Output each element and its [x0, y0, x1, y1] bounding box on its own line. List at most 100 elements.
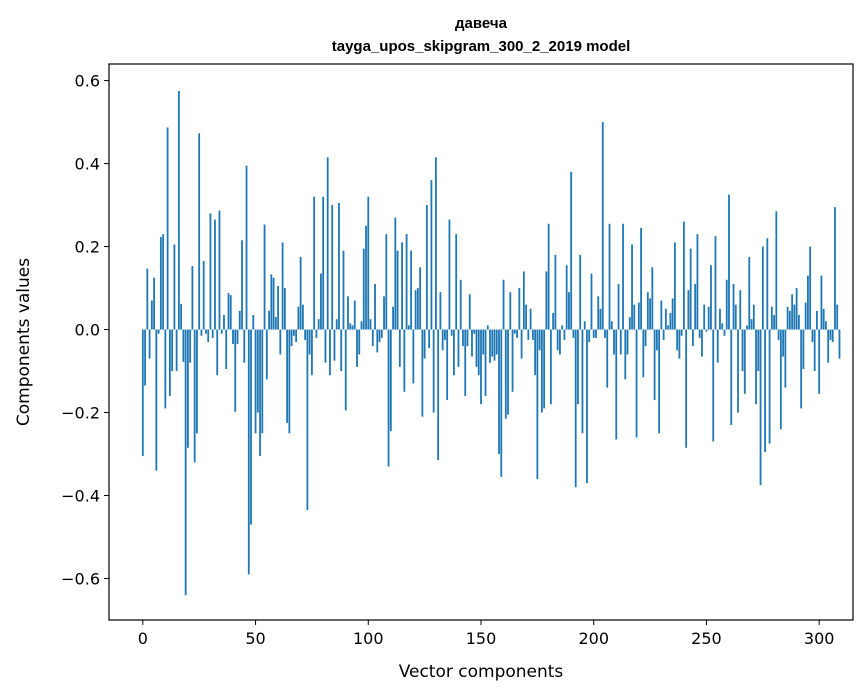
bar-31	[211, 329, 214, 338]
bar-48	[250, 329, 252, 525]
x-axis: 0 50 100 150 200 250 300	[138, 620, 834, 648]
bar-133	[441, 329, 444, 351]
bar-194	[579, 254, 582, 330]
bar-71	[301, 304, 304, 330]
bar-144	[466, 329, 469, 347]
bar-279	[770, 306, 773, 330]
bar-183	[554, 254, 557, 330]
bar-93	[351, 325, 354, 330]
bar-167	[518, 288, 521, 330]
bar-92	[349, 323, 352, 330]
x-tick-label: 250	[691, 629, 722, 648]
bar-115	[401, 242, 403, 330]
bar-13	[171, 329, 174, 372]
bar-246	[696, 234, 699, 330]
bar-205	[604, 329, 606, 338]
bar-281	[775, 211, 778, 330]
bar-230	[660, 300, 663, 330]
bar-172	[529, 308, 532, 330]
bar-261	[730, 329, 733, 425]
bar-146	[471, 329, 473, 357]
bar-110	[389, 329, 392, 432]
y-tick-label: −0.2	[61, 404, 100, 423]
bar-240	[683, 221, 685, 330]
bar-137	[450, 329, 453, 336]
bar-182	[552, 312, 555, 330]
y-tick-label: 0.2	[75, 238, 100, 257]
bar-238	[678, 329, 681, 359]
bar-102	[371, 329, 374, 347]
bar-226	[651, 267, 654, 330]
bar-184	[556, 329, 559, 351]
bar-283	[779, 329, 782, 430]
bar-143	[464, 329, 467, 396]
bar-151	[482, 329, 485, 355]
bar-305	[829, 329, 832, 340]
bar-74	[308, 329, 311, 355]
bar-218	[633, 304, 636, 330]
bar-162	[507, 329, 509, 415]
bar-95	[356, 329, 358, 367]
bar-8	[159, 237, 162, 330]
bar-264	[737, 329, 739, 413]
bar-19	[184, 329, 187, 596]
bar-111	[392, 306, 394, 330]
y-tick-label: 0.6	[75, 72, 100, 91]
bar-199	[590, 273, 593, 330]
bar-286	[786, 306, 789, 330]
bar-158	[498, 329, 500, 455]
bar-269	[748, 256, 751, 330]
bar-213	[622, 223, 624, 330]
bar-108	[385, 234, 388, 330]
bar-113	[396, 250, 399, 330]
bar-225	[649, 298, 651, 330]
bar-188	[565, 265, 568, 330]
bar-284	[782, 329, 785, 357]
bar-121	[414, 290, 417, 330]
bar-299	[816, 310, 818, 330]
bar-244	[692, 329, 694, 347]
bar-296	[809, 246, 812, 330]
bar-206	[606, 329, 609, 388]
bar-105	[378, 329, 381, 342]
bar-275	[761, 246, 764, 330]
bar-20	[187, 329, 189, 448]
bar-117	[405, 234, 408, 330]
bar-94	[353, 300, 356, 330]
bar-156	[493, 329, 496, 361]
bar-131	[437, 329, 440, 461]
bar-77	[315, 329, 318, 338]
bar-189	[568, 292, 570, 330]
bar-127	[428, 329, 431, 349]
bar-268	[746, 325, 748, 330]
bar-242	[687, 290, 690, 330]
bar-67	[292, 329, 295, 336]
bar-201	[595, 329, 597, 338]
bar-288	[791, 294, 794, 330]
bar-252	[710, 265, 712, 330]
bar-257	[721, 323, 724, 330]
bar-203	[599, 308, 602, 330]
bar-14	[173, 244, 176, 330]
bar-149	[477, 329, 480, 376]
bar-52	[259, 329, 261, 457]
bar-145	[468, 294, 471, 330]
bar-210	[615, 329, 618, 440]
bar-34	[218, 210, 221, 330]
chart-title: давеча	[455, 15, 508, 32]
bar-214	[624, 329, 627, 380]
bar-266	[741, 329, 744, 372]
bar-43	[238, 310, 241, 330]
bar-287	[788, 310, 791, 330]
x-tick-label: 150	[466, 629, 497, 648]
bar-163	[509, 292, 512, 330]
bar-120	[412, 329, 415, 384]
bar-73	[306, 329, 309, 511]
bar-175	[536, 329, 539, 479]
bar-239	[680, 329, 683, 336]
bar-306	[831, 329, 834, 342]
bar-212	[619, 329, 622, 355]
bar-47	[247, 329, 250, 575]
bar-84	[331, 205, 334, 330]
bars-group	[141, 90, 841, 596]
